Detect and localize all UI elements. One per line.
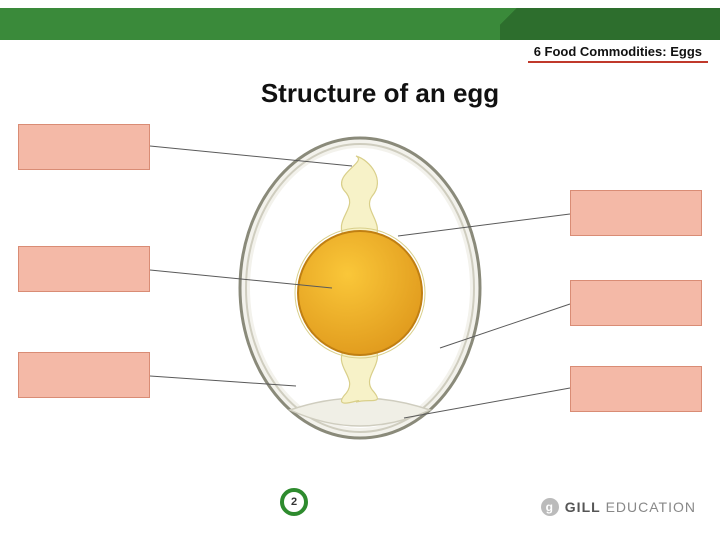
brand-bold: GILL xyxy=(565,499,601,515)
label-box[interactable] xyxy=(570,280,702,326)
label-box[interactable] xyxy=(18,124,150,170)
page-number-badge: 2 xyxy=(280,488,308,516)
footer-logo: g GILL EDUCATION xyxy=(541,498,696,516)
header-bar xyxy=(0,8,720,40)
label-box[interactable] xyxy=(18,246,150,292)
label-box[interactable] xyxy=(570,190,702,236)
brand-light: EDUCATION xyxy=(606,499,696,515)
egg-diagram xyxy=(0,118,720,458)
chapter-label: 6 Food Commodities: Eggs xyxy=(528,42,708,63)
label-box[interactable] xyxy=(570,366,702,412)
label-box[interactable] xyxy=(18,352,150,398)
page-title: Structure of an egg xyxy=(0,78,720,109)
logo-glyph: g xyxy=(541,498,559,516)
